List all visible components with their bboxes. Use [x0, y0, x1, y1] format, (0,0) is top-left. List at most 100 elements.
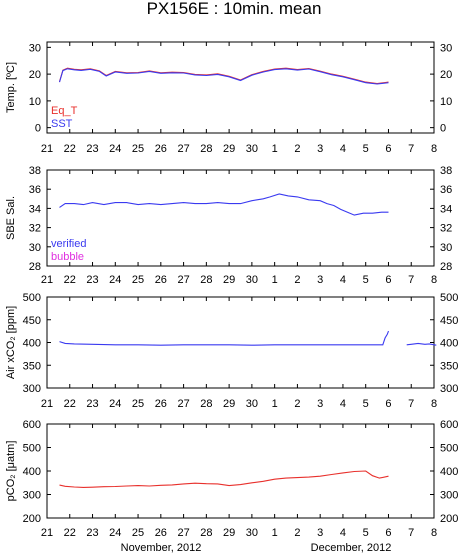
x-tick-label: 7 — [408, 274, 414, 286]
x-tick-label: 23 — [86, 274, 98, 286]
x-tick-label: 6 — [385, 527, 391, 539]
y-tick-label-left: 0 — [35, 123, 41, 135]
x-tick-label: 2 — [294, 398, 300, 410]
y-tick-label-left: 300 — [23, 383, 41, 395]
x-tick-label: 30 — [246, 527, 258, 539]
y-tick-label-left: 10 — [29, 96, 41, 108]
x-tick-label: 5 — [363, 143, 369, 155]
x-tick-label: 21 — [41, 527, 53, 539]
x-tick-label: 24 — [109, 274, 121, 286]
y-tick-label-left: 200 — [23, 513, 41, 525]
y-tick-label-left: 450 — [23, 315, 41, 327]
y-tick-label-left: 34 — [29, 203, 41, 215]
y-tick-label-right: 36 — [440, 184, 452, 196]
y-tick-label-right: 10 — [440, 96, 452, 108]
x-tick-label: 8 — [431, 143, 437, 155]
x-tick-label: 7 — [408, 143, 414, 155]
month-label-november: November, 2012 — [121, 542, 202, 554]
x-tick-label: 8 — [431, 527, 437, 539]
series-line-air-xco2 — [406, 342, 437, 346]
legend-entry: SST — [51, 118, 73, 130]
x-tick-label: 1 — [272, 527, 278, 539]
y-tick-label-left: 600 — [23, 419, 41, 431]
x-tick-label: 3 — [317, 398, 323, 410]
y-axis-label: Air xCO₂ [ppm] — [5, 306, 17, 379]
x-tick-label: 4 — [340, 398, 346, 410]
x-tick-label: 29 — [223, 398, 235, 410]
x-tick-label: 29 — [223, 274, 235, 286]
x-tick-label: 25 — [132, 398, 144, 410]
series-line-verified — [59, 193, 389, 216]
legend-entry: Eq_T — [51, 105, 78, 117]
series-line-pco2 — [59, 470, 389, 488]
x-tick-label: 27 — [177, 398, 189, 410]
plot-frame — [46, 296, 435, 389]
x-tick-label: 21 — [41, 398, 53, 410]
y-tick-label-left: 32 — [29, 223, 41, 235]
x-tick-label: 1 — [272, 398, 278, 410]
x-tick-label: 4 — [340, 527, 346, 539]
x-tick-label: 6 — [385, 274, 391, 286]
series-line-sst — [58, 68, 389, 85]
x-tick-label: 23 — [86, 143, 98, 155]
x-tick-label: 26 — [155, 274, 167, 286]
plot-frame — [46, 41, 435, 134]
y-tick-label-right: 34 — [440, 203, 452, 215]
x-tick-label: 24 — [109, 527, 121, 539]
plot-frame — [46, 423, 435, 519]
month-label-december: December, 2012 — [311, 542, 392, 554]
y-tick-label-left: 28 — [29, 261, 41, 273]
y-tick-label-right: 450 — [440, 315, 458, 327]
x-tick-label: 30 — [246, 398, 258, 410]
x-tick-label: 22 — [64, 143, 76, 155]
x-tick-label: 22 — [64, 274, 76, 286]
legend-entry: bubble — [51, 251, 84, 263]
x-tick-label: 2 — [294, 274, 300, 286]
x-tick-label: 28 — [200, 527, 212, 539]
x-tick-label: 30 — [246, 143, 258, 155]
x-tick-label: 27 — [177, 527, 189, 539]
y-tick-label-right: 200 — [440, 513, 458, 525]
y-tick-label-left: 30 — [29, 42, 41, 54]
x-tick-label: 3 — [317, 274, 323, 286]
chart-title: PX156E : 10min. mean — [147, 0, 322, 18]
x-tick-label: 8 — [431, 274, 437, 286]
y-tick-label-right: 600 — [440, 419, 458, 431]
x-tick-label: 28 — [200, 143, 212, 155]
y-tick-label-right: 350 — [440, 360, 458, 372]
plot-frame — [46, 169, 435, 267]
x-tick-label: 27 — [177, 274, 189, 286]
x-tick-label: 6 — [385, 143, 391, 155]
x-tick-label: 2 — [294, 527, 300, 539]
y-tick-label-left: 300 — [23, 490, 41, 502]
y-tick-label-right: 500 — [440, 292, 458, 304]
y-tick-label-left: 30 — [29, 242, 41, 254]
x-tick-label: 23 — [86, 398, 98, 410]
x-tick-label: 25 — [132, 527, 144, 539]
x-tick-label: 7 — [408, 527, 414, 539]
x-tick-label: 21 — [41, 274, 53, 286]
y-tick-label-left: 36 — [29, 184, 41, 196]
y-tick-label-right: 0 — [440, 123, 446, 135]
y-tick-label-right: 38 — [440, 165, 452, 177]
x-tick-label: 28 — [200, 398, 212, 410]
x-tick-label: 1 — [272, 143, 278, 155]
x-tick-label: 26 — [155, 398, 167, 410]
y-axis-label: SBE Sal. — [5, 196, 17, 240]
x-tick-label: 8 — [431, 398, 437, 410]
series-line-air-xco2 — [59, 330, 390, 346]
x-tick-label: 3 — [317, 143, 323, 155]
y-tick-label-right: 500 — [440, 443, 458, 455]
x-tick-label: 30 — [246, 274, 258, 286]
x-tick-label: 1 — [272, 274, 278, 286]
y-tick-label-right: 28 — [440, 261, 452, 273]
x-tick-label: 23 — [86, 527, 98, 539]
y-tick-label-left: 500 — [23, 292, 41, 304]
x-tick-label: 7 — [408, 398, 414, 410]
x-tick-label: 22 — [64, 527, 76, 539]
y-tick-label-right: 400 — [440, 338, 458, 350]
